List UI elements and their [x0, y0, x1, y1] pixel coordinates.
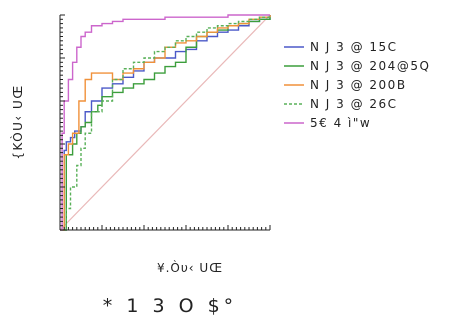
legend-label-2: N J 3 @ 204@5Q: [310, 59, 430, 73]
legend-label-3: N J 3 @ 200B: [310, 78, 407, 92]
legend-label-4: N J 3 @ 26C: [310, 97, 398, 111]
x-axis-label: ¥.Òυ‹ UŒ: [157, 260, 223, 275]
chart-caption: * 1 3 O $°: [103, 295, 237, 317]
legend-label-5: 5€ 4 ì"w: [310, 116, 371, 130]
reference-diagonal: [59, 14, 271, 231]
plot-area: [59, 14, 271, 231]
series-line-3: [60, 15, 271, 231]
axes: [59, 14, 271, 231]
legend-label-1: N J 3 @ 15C: [310, 40, 398, 54]
series-line-4: [60, 15, 271, 231]
y-axis-label: {KÒU‹ UŒ: [10, 84, 25, 159]
legend: N J 3 @ 15C N J 3 @ 204@5Q N J 3 @ 200B N J…: [284, 40, 430, 130]
series-line-5: [60, 14, 270, 231]
